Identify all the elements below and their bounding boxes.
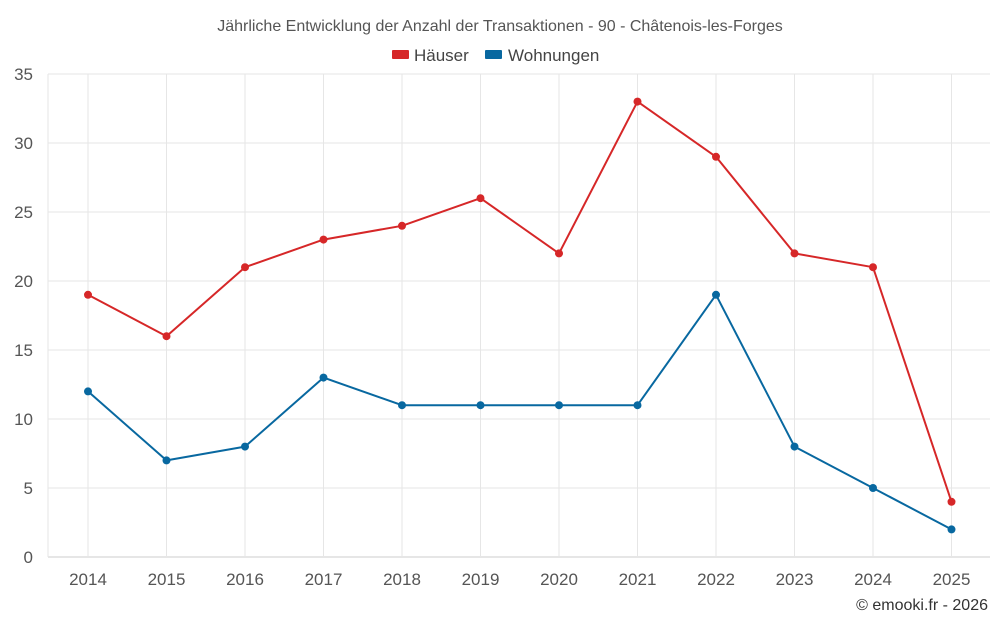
data-point[interactable]	[790, 442, 799, 451]
legend-swatch-haeuser	[392, 50, 409, 59]
credit-text: © emooki.fr - 2026	[856, 597, 988, 614]
data-point[interactable]	[319, 373, 328, 382]
y-tick-label: 15	[14, 341, 33, 360]
series-wohnungen	[84, 290, 956, 534]
x-tick-label: 2015	[148, 570, 186, 589]
data-point[interactable]	[712, 290, 720, 299]
x-tick-label: 2020	[540, 570, 578, 589]
data-point[interactable]	[476, 194, 485, 203]
grid	[47, 73, 990, 558]
data-point[interactable]	[398, 401, 406, 410]
y-tick-label: 30	[14, 134, 33, 153]
x-tick-label: 2022	[697, 570, 735, 589]
data-point[interactable]	[869, 263, 877, 272]
x-tick-label: 2021	[619, 570, 657, 589]
data-point[interactable]	[241, 442, 249, 451]
legend-item-wohnungen[interactable]: Wohnungen	[485, 46, 599, 65]
y-tick-label: 35	[14, 65, 33, 84]
x-axis: 2014 2015 2016 2017 2018 2019 2020 2021 2022 2023…	[69, 570, 970, 589]
data-point[interactable]	[162, 332, 171, 341]
series	[84, 97, 956, 534]
data-point[interactable]	[790, 249, 799, 258]
data-point[interactable]	[319, 235, 328, 244]
data-point[interactable]	[84, 290, 92, 299]
legend-item-haeuser[interactable]: Häuser	[392, 46, 469, 65]
legend: Häuser Wohnungen	[392, 46, 599, 65]
y-tick-label: 25	[14, 203, 33, 222]
data-point[interactable]	[398, 221, 406, 230]
data-point[interactable]	[633, 97, 642, 106]
data-point[interactable]	[162, 456, 171, 465]
data-point[interactable]	[947, 497, 956, 506]
series-line	[87, 293, 952, 531]
data-point[interactable]	[947, 525, 956, 534]
x-tick-label: 2017	[305, 570, 343, 589]
legend-label-haeuser: Häuser	[414, 46, 469, 65]
x-tick-label: 2025	[933, 570, 971, 589]
y-tick-label: 0	[24, 548, 33, 567]
series-haeuser	[84, 97, 956, 506]
data-point[interactable]	[712, 152, 720, 161]
data-point[interactable]	[869, 484, 877, 492]
legend-swatch-wohnungen	[485, 50, 502, 59]
x-tick-label: 2023	[776, 570, 814, 589]
x-tick-label: 2016	[226, 570, 264, 589]
x-tick-label: 2014	[69, 570, 107, 589]
y-tick-label: 20	[14, 272, 33, 291]
data-point[interactable]	[633, 401, 642, 410]
data-point[interactable]	[555, 401, 563, 410]
legend-label-wohnungen: Wohnungen	[508, 46, 599, 65]
x-tick-label: 2019	[462, 570, 500, 589]
y-tick-label: 5	[24, 479, 33, 498]
y-axis: 0 5 10 15 20 25 30 35	[14, 65, 33, 567]
data-point[interactable]	[84, 387, 92, 396]
x-tick-label: 2018	[383, 570, 421, 589]
data-point[interactable]	[555, 249, 563, 258]
data-point[interactable]	[476, 401, 485, 410]
chart-title: Jährliche Entwicklung der Anzahl der Tra…	[217, 18, 783, 35]
y-tick-label: 10	[14, 410, 33, 429]
data-point[interactable]	[241, 263, 249, 272]
x-tick-label: 2024	[854, 570, 892, 589]
series-line	[87, 100, 953, 503]
